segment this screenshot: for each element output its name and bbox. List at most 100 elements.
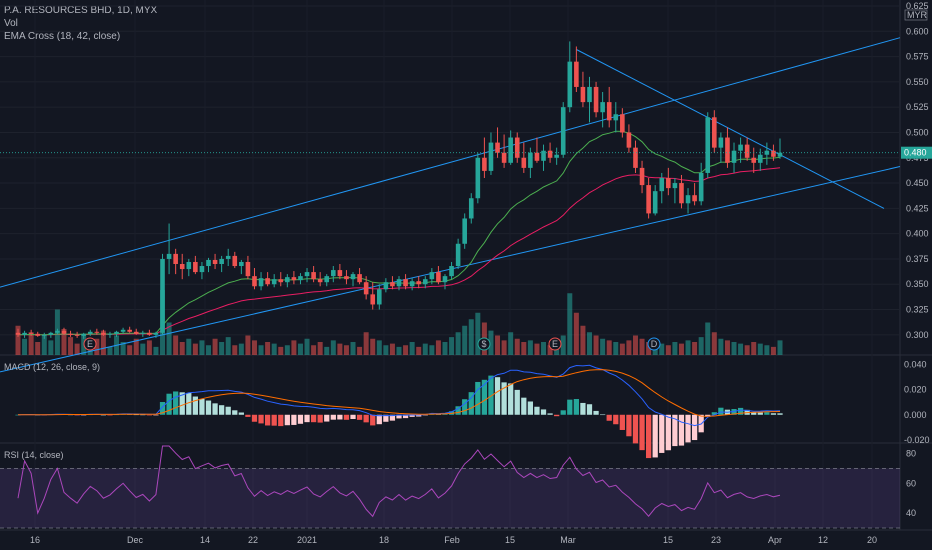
- candle-body: [81, 333, 86, 336]
- time-tick-label: 16: [30, 535, 40, 545]
- volume-bar: [593, 335, 599, 355]
- candle-body: [298, 276, 303, 281]
- volume-bar: [738, 343, 744, 355]
- macd-histogram-bar: [613, 414, 619, 425]
- candle-body: [449, 266, 454, 277]
- rsi-tick-label: 40: [906, 508, 916, 518]
- candle-body: [731, 150, 737, 163]
- macd-histogram-bar: [146, 414, 153, 416]
- volume-label[interactable]: Vol: [4, 18, 18, 29]
- candle-body: [685, 195, 691, 204]
- macd-histogram-bar: [383, 414, 389, 422]
- volume-bar: [28, 332, 34, 355]
- volume-bar: [153, 346, 159, 355]
- macd-histogram-bar: [232, 410, 238, 415]
- macd-histogram-bar: [619, 414, 625, 430]
- macd-histogram-bar: [422, 414, 428, 416]
- volume-bar: [173, 335, 179, 355]
- candle-body: [534, 152, 540, 161]
- volume-bar: [278, 346, 284, 355]
- candle-body: [120, 329, 126, 332]
- volume-bar: [468, 319, 474, 355]
- candle-body: [15, 332, 21, 335]
- volume-bar: [632, 335, 638, 355]
- candle-body: [416, 281, 422, 285]
- volume-bar: [711, 332, 717, 355]
- volume-bar: [731, 342, 737, 355]
- event-circle: [548, 337, 562, 351]
- macd-histogram-bar: [481, 379, 488, 415]
- ema-lines: [17, 130, 781, 336]
- volume-bar: [245, 335, 251, 355]
- candle-body: [396, 279, 402, 287]
- symbol-title[interactable]: P.A. RESOURCES BHD, 1D, MYX: [4, 5, 158, 16]
- volume-bar: [455, 332, 461, 355]
- macd-histogram-bar: [685, 414, 691, 443]
- volume-bar: [534, 343, 540, 355]
- candle-body: [679, 183, 684, 204]
- macd-histogram-bar: [212, 403, 218, 415]
- candle-body: [376, 289, 382, 305]
- rsi-title: RSI (14, close): [4, 450, 64, 460]
- volume-bar: [770, 346, 776, 355]
- candle-body: [193, 261, 198, 273]
- volume-bar: [41, 335, 47, 355]
- candle-body: [35, 333, 41, 336]
- candle-body: [659, 178, 665, 192]
- candle-body: [455, 243, 461, 267]
- volume-bar: [639, 338, 645, 355]
- time-tick-label: Apr: [768, 535, 782, 545]
- macd-histogram-bar: [514, 389, 520, 415]
- time-tick-label: 18: [379, 535, 389, 545]
- candle-body: [291, 277, 297, 281]
- volume-bar: [462, 325, 468, 355]
- candle-body: [436, 272, 441, 283]
- volume-bar: [724, 340, 730, 355]
- macd-histogram-bar: [245, 414, 251, 417]
- macd-histogram-bar: [133, 414, 139, 416]
- candle-body: [744, 144, 750, 158]
- macd-histogram-bar: [639, 414, 645, 451]
- macd-histogram-bar: [107, 414, 113, 416]
- candle-body: [738, 144, 743, 151]
- volume-bar: [350, 342, 356, 355]
- volume-bar: [206, 345, 211, 355]
- candle-body: [219, 258, 224, 264]
- macd-histogram-bar: [291, 414, 297, 425]
- candle-body: [22, 332, 27, 335]
- candle-body: [94, 331, 100, 333]
- macd-histogram-bar: [205, 400, 212, 415]
- time-tick-label: 22: [248, 535, 258, 545]
- time-tick-label: 14: [200, 535, 210, 545]
- macd-histogram-bar: [389, 414, 396, 421]
- macd-histogram-bar: [626, 414, 632, 437]
- candle-body: [725, 137, 730, 163]
- macd-histogram-bar: [396, 414, 402, 419]
- candle-body: [712, 117, 717, 148]
- volume-bar: [560, 335, 566, 355]
- candle-body: [403, 279, 408, 287]
- candle-body: [705, 117, 711, 173]
- macd-histogram-bar: [304, 414, 310, 423]
- macd-histogram-bar: [645, 414, 652, 459]
- candle-body: [554, 154, 559, 158]
- candle-body: [304, 272, 310, 277]
- macd-histogram-bar: [310, 414, 317, 423]
- event-label: E: [552, 339, 558, 349]
- candle-body: [718, 137, 724, 148]
- macd-histogram-bar: [659, 414, 665, 453]
- volume-bar: [665, 345, 671, 355]
- candle-body: [613, 114, 619, 121]
- volume-bar: [94, 338, 100, 355]
- volume-bar: [692, 342, 698, 355]
- volume-bar: [396, 346, 402, 355]
- time-tick-label: 2021: [297, 535, 317, 545]
- ema-cross-label[interactable]: EMA Cross (18, 42, close): [4, 31, 121, 42]
- candle-body: [508, 137, 513, 163]
- volume-bar: [284, 345, 290, 355]
- macd-histogram-bar: [757, 412, 763, 415]
- macd-histogram-bar: [317, 414, 323, 423]
- volume-bar: [600, 338, 606, 355]
- candle-body: [475, 157, 481, 199]
